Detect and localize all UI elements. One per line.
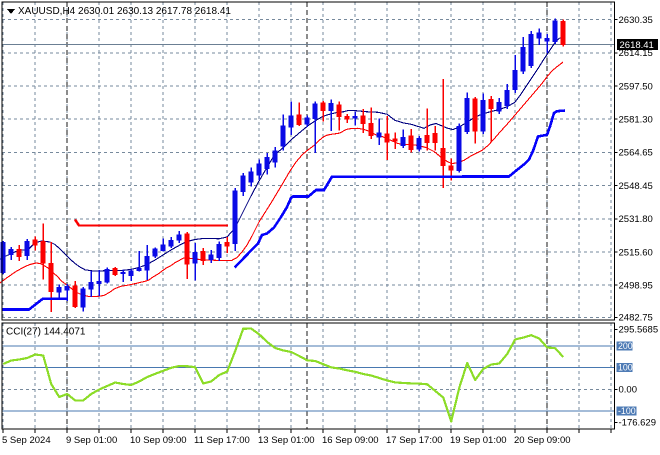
svg-text:2564.65: 2564.65 <box>619 148 653 159</box>
svg-text:16 Sep 09:00: 16 Sep 09:00 <box>322 435 379 446</box>
svg-text:2597.50: 2597.50 <box>619 81 653 92</box>
svg-text:9 Sep 01:00: 9 Sep 01:00 <box>66 435 117 446</box>
svg-text:XAUUSD,H4 2630.01 2630.13 261: XAUUSD,H4 2630.01 2630.13 2617.78 2618.4… <box>18 6 231 17</box>
svg-text:2531.80: 2531.80 <box>619 214 653 225</box>
svg-text:20 Sep 09:00: 20 Sep 09:00 <box>514 435 571 446</box>
svg-text:0.00: 0.00 <box>619 385 638 396</box>
svg-text:-100: -100 <box>618 406 636 416</box>
svg-text:17 Sep 17:00: 17 Sep 17:00 <box>386 435 443 446</box>
svg-text:2618.41: 2618.41 <box>620 40 654 51</box>
svg-text:CCI(27) 144.4071: CCI(27) 144.4071 <box>6 327 86 338</box>
svg-text:100: 100 <box>618 363 633 373</box>
svg-text:2498.95: 2498.95 <box>619 281 653 292</box>
svg-text:2548.45: 2548.45 <box>619 181 653 192</box>
svg-text:11 Sep 17:00: 11 Sep 17:00 <box>194 435 250 446</box>
svg-text:2515.60: 2515.60 <box>619 247 653 258</box>
svg-text:5 Sep 2024: 5 Sep 2024 <box>2 435 51 446</box>
svg-text:200: 200 <box>618 341 633 351</box>
svg-text:10 Sep 09:00: 10 Sep 09:00 <box>130 435 187 446</box>
svg-text:13 Sep 01:00: 13 Sep 01:00 <box>258 435 315 446</box>
svg-text:295.5685: 295.5685 <box>619 325 659 336</box>
svg-text:-176.629: -176.629 <box>619 418 657 429</box>
svg-text:2630.35: 2630.35 <box>619 15 653 26</box>
svg-text:2482.75: 2482.75 <box>619 313 653 324</box>
svg-text:19 Sep 01:00: 19 Sep 01:00 <box>450 435 507 446</box>
svg-text:2614.15: 2614.15 <box>619 48 653 59</box>
svg-text:2581.30: 2581.30 <box>619 115 653 126</box>
